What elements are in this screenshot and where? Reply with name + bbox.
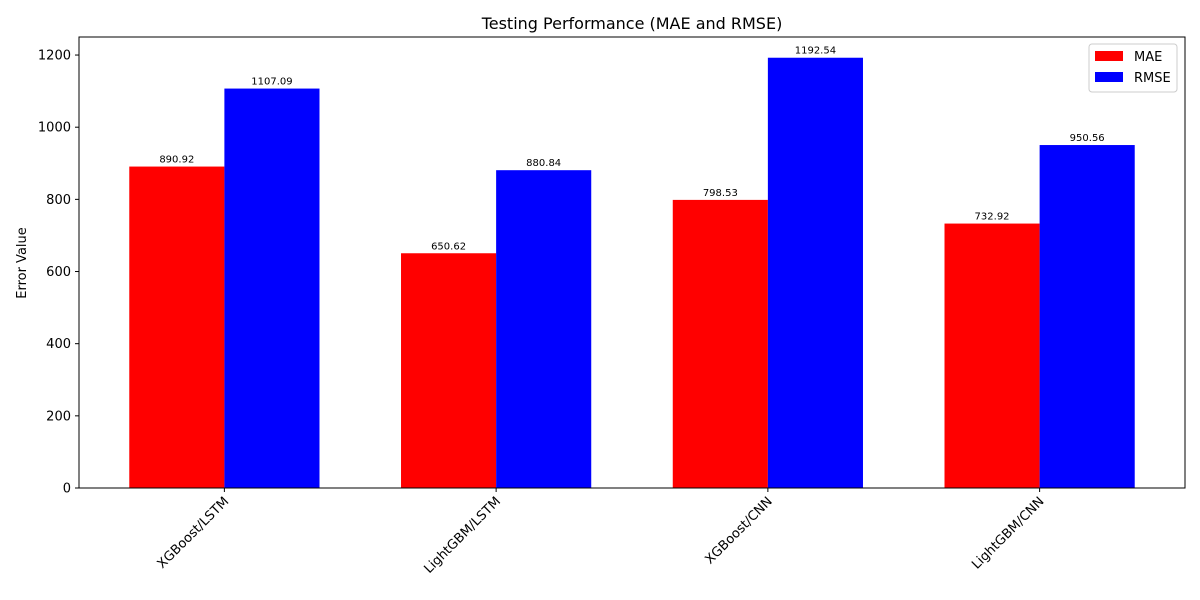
x-tick-label-0: XGBoost/LSTM: [155, 494, 233, 572]
y-axis-label: Error Value: [15, 227, 30, 299]
bar-rmse-1: [496, 170, 592, 488]
bar-mae-3: [944, 223, 1040, 488]
x-tick-label-1: LightGBM/LSTM: [421, 494, 504, 577]
legend-label-rmse: RMSE: [1134, 71, 1171, 86]
bar-mae-1: [401, 253, 497, 488]
y-tick-label-0: 0: [63, 482, 71, 497]
y-tick-label-200: 200: [46, 409, 71, 424]
data-label-mae-0: 890.92: [159, 155, 194, 166]
data-label-mae-3: 732.92: [975, 212, 1010, 223]
data-label-rmse-2: 1192.54: [795, 46, 836, 57]
bar-rmse-2: [767, 57, 863, 488]
legend-swatch-mae: [1095, 51, 1123, 61]
legend: MAE RMSE: [1088, 43, 1178, 93]
data-label-rmse-0: 1107.09: [251, 77, 292, 88]
data-label-rmse-1: 880.84: [526, 158, 561, 169]
axes-frame: [78, 36, 1186, 489]
x-tick-label-2: XGBoost/CNN: [702, 494, 775, 567]
data-label-mae-1: 650.62: [431, 241, 466, 252]
bar-rmse-0: [224, 88, 320, 489]
y-tick-label-400: 400: [46, 337, 71, 352]
chart-title: Testing Performance (MAE and RMSE): [481, 14, 783, 33]
y-tick-label-1200: 1200: [38, 49, 71, 64]
x-tick-label-3: LightGBM/CNN: [969, 494, 1047, 572]
data-label-mae-2: 798.53: [703, 188, 738, 199]
data-label-rmse-3: 950.56: [1070, 133, 1105, 144]
y-tick-label-800: 800: [46, 193, 71, 208]
legend-label-mae: MAE: [1134, 50, 1162, 65]
legend-swatch-rmse: [1095, 72, 1123, 82]
plot-area: 890.92 650.62 798.53 732.92 1107.09 880.84 119…: [38, 36, 1186, 577]
bar-mae-2: [672, 199, 768, 488]
bar-rmse-3: [1039, 145, 1135, 488]
y-tick-label-600: 600: [46, 265, 71, 280]
bar-mae-0: [129, 166, 225, 488]
y-tick-label-1000: 1000: [38, 121, 71, 136]
